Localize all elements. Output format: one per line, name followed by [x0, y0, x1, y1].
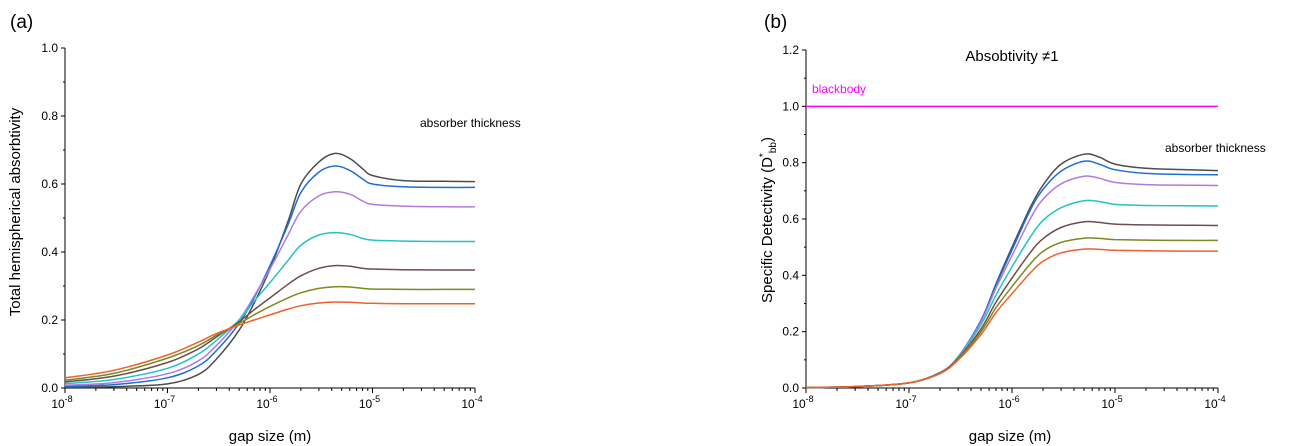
- x-tick-label: 10-6: [998, 394, 1019, 411]
- series-line-4-nm: [64, 152, 476, 389]
- x-tick-label: 10-4: [461, 394, 482, 411]
- y-tick-label: 1.2: [782, 43, 799, 57]
- series-line-20-nm: [64, 231, 475, 385]
- series-line-8-nm: [64, 165, 476, 388]
- series-line-30-nm: [64, 264, 476, 383]
- y-tick-label: 0.4: [41, 245, 58, 259]
- series-line-8-nm: [805, 160, 1219, 389]
- x-tick-label: 10-7: [154, 394, 175, 411]
- series-line-50-nm: [805, 248, 1219, 389]
- y-tick-label: 1.0: [782, 99, 799, 113]
- series-line-4-nm: [805, 153, 1219, 389]
- panel-a-letter: (a): [10, 12, 33, 33]
- y-tick-label: 0.2: [782, 325, 799, 339]
- panel-b-ylabel-main: Specific Detectivity (D: [759, 157, 776, 303]
- y-tick-label: 0.2: [41, 313, 58, 327]
- series-line-50-nm: [64, 301, 475, 379]
- series-line-12-nm: [805, 175, 1219, 389]
- panel-a-ylabel: Total hemispherical absorbtivity: [7, 107, 24, 316]
- panel-b-ylabel-sub: bb: [768, 142, 779, 154]
- series-line-40-nm: [805, 237, 1219, 389]
- panel-b-title: Absobtivity ≠1: [965, 48, 1058, 65]
- y-tick-label: 0.6: [782, 212, 799, 226]
- panel-b: (b) Absobtivity ≠1 Specific Detectivity …: [758, 12, 1266, 445]
- panel-b-ylabel-close: ): [759, 137, 776, 142]
- x-tick-label: 10-7: [895, 394, 916, 411]
- panel-a-series: [64, 152, 476, 389]
- y-tick-label: 0.8: [782, 156, 799, 170]
- y-tick-label: 0.8: [41, 109, 58, 123]
- blackbody-label: blackbody: [812, 82, 866, 96]
- panel-a-xlabel: gap size (m): [229, 428, 312, 445]
- panel-a: (a) Total hemispherical absorbtivity gap…: [7, 12, 521, 445]
- series-line-12-nm: [64, 191, 476, 387]
- panel-b-axes: 0.0 0.2 0.4 0.6 0.8 1.0 1.2 10-8 10-7 10-6 10-5 10-…: [782, 43, 1225, 411]
- y-tick-label: 0.0: [41, 381, 58, 395]
- y-tick-label: 0.4: [782, 268, 799, 282]
- x-tick-label: 10-5: [359, 394, 380, 411]
- x-tick-label: 10-8: [792, 394, 813, 411]
- x-tick-label: 10-5: [1101, 394, 1122, 411]
- panel-b-letter: (b): [764, 12, 787, 33]
- x-tick-label: 10-8: [51, 394, 72, 411]
- panel-b-legend-title: absorber thickness: [1165, 141, 1266, 155]
- panel-b-ylabel-sup: *: [758, 153, 769, 157]
- x-tick-label: 10-4: [1204, 394, 1225, 411]
- panel-a-axes: 0.0 0.2 0.4 0.6 0.8 1.0 10-8 10-7 10-6 10-5 10-4: [41, 41, 482, 411]
- series-line-40-nm: [64, 285, 475, 381]
- y-tick-label: 1.0: [41, 41, 58, 55]
- panel-b-ylabel: Specific Detectivity (D*bb): [758, 137, 779, 303]
- y-tick-label: 0.6: [41, 177, 58, 191]
- x-tick-label: 10-6: [256, 394, 277, 411]
- y-tick-label: 0.0: [782, 381, 799, 395]
- panel-a-legend-title: absorber thickness: [420, 116, 521, 130]
- panel-b-series: [805, 105, 1219, 389]
- panel-b-xlabel: gap size (m): [969, 428, 1052, 445]
